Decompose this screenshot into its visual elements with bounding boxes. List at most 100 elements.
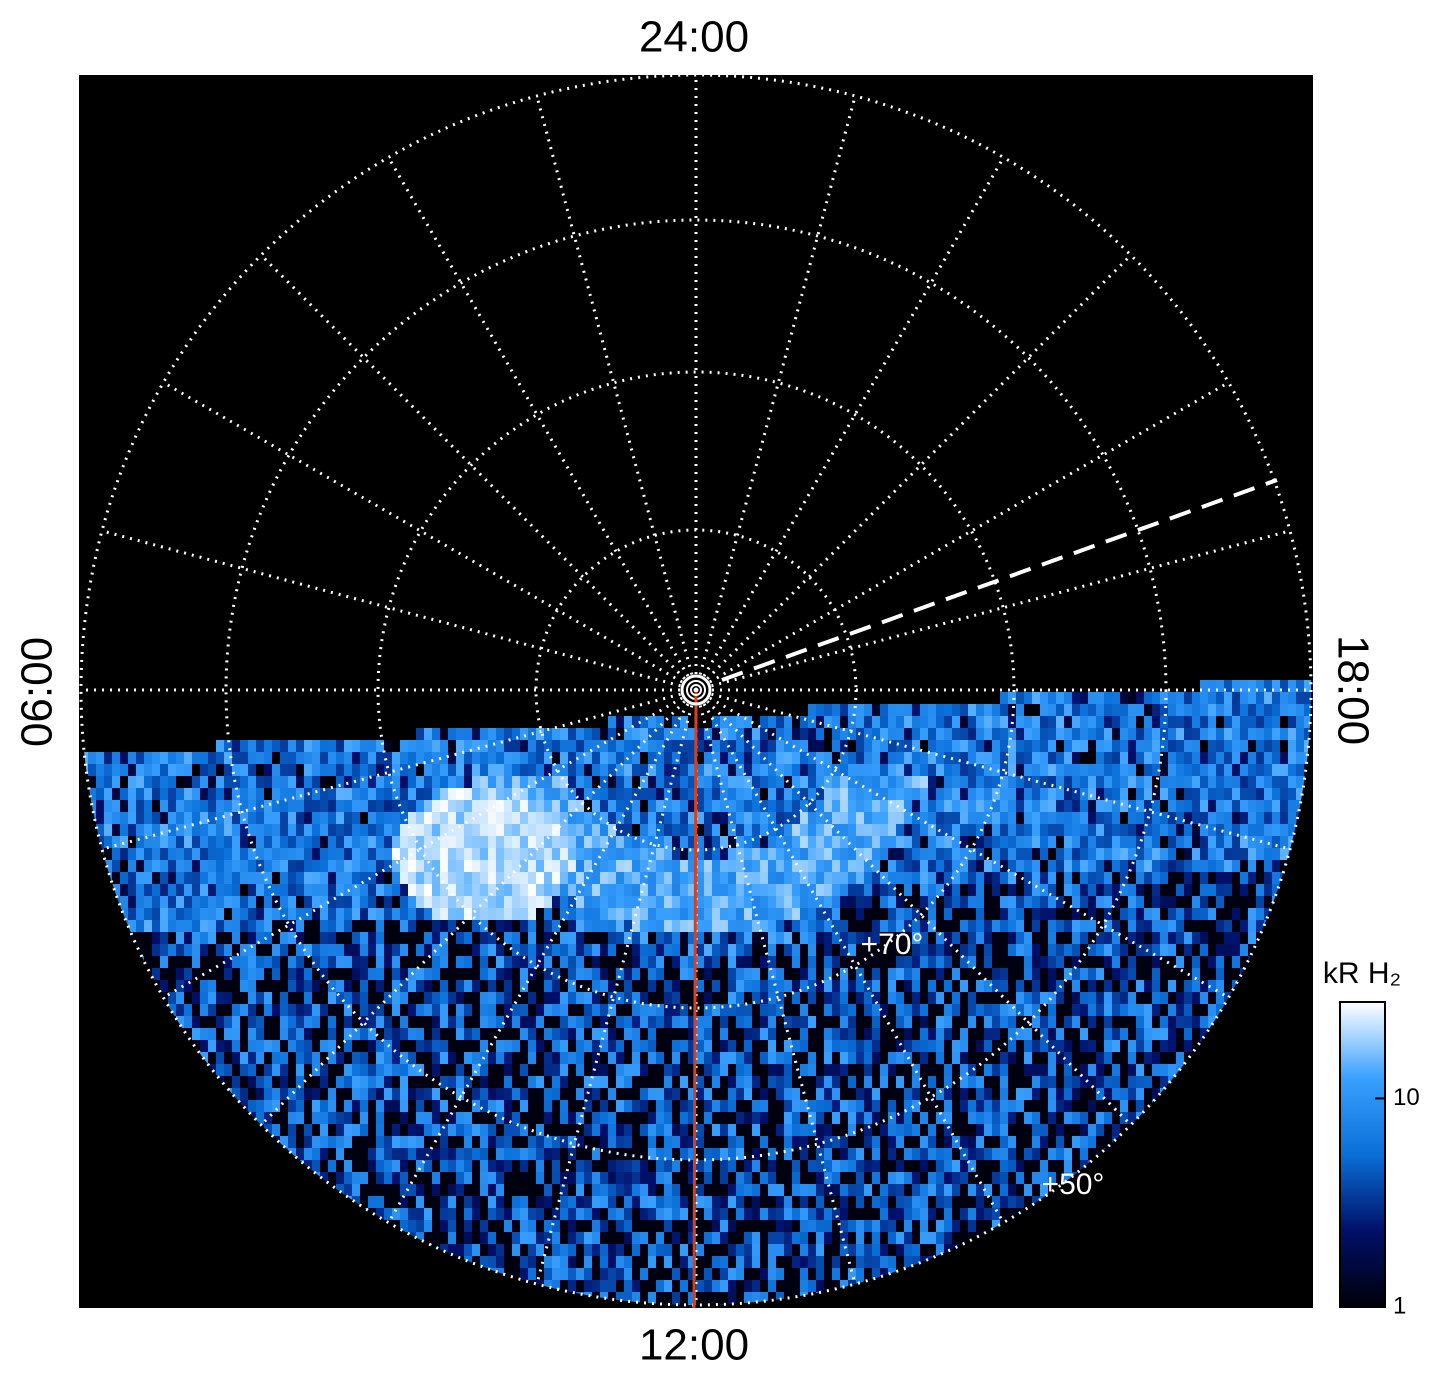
emission-pixel	[336, 1028, 344, 1040]
emission-pixel	[944, 1088, 952, 1100]
emission-pixel	[1136, 836, 1144, 858]
emission-pixel	[1256, 788, 1264, 810]
emission-pixel	[584, 1064, 592, 1076]
emission-pixel	[280, 776, 288, 798]
emission-pixel	[1064, 932, 1072, 944]
emission-pixel	[352, 788, 360, 810]
emission-pixel	[432, 1076, 440, 1088]
emission-pixel	[992, 1064, 1000, 1076]
emission-pixel	[1200, 920, 1208, 932]
emission-pixel	[736, 872, 744, 894]
emission-pixel	[424, 860, 432, 882]
emission-pixel	[680, 716, 688, 738]
emission-pixel	[160, 872, 168, 894]
emission-pixel	[904, 944, 912, 956]
emission-pixel	[640, 1112, 648, 1124]
emission-pixel	[136, 920, 144, 942]
emission-pixel	[384, 776, 392, 798]
emission-pixel	[320, 896, 328, 918]
emission-pixel	[808, 716, 816, 738]
emission-pixel	[560, 992, 568, 1004]
emission-pixel	[888, 884, 896, 896]
emission-pixel	[1224, 800, 1232, 822]
emission-pixel	[920, 776, 928, 798]
emission-pixel	[376, 908, 384, 930]
emission-pixel	[1136, 920, 1144, 932]
emission-pixel	[624, 1040, 632, 1052]
emission-pixel	[1080, 728, 1088, 750]
emission-pixel	[1104, 776, 1112, 798]
emission-pixel	[544, 1040, 552, 1052]
emission-pixel	[1168, 1040, 1176, 1052]
emission-pixel	[496, 944, 504, 956]
emission-pixel	[856, 908, 864, 920]
emission-pixel	[336, 764, 344, 786]
emission-pixel	[936, 980, 944, 992]
emission-pixel	[960, 1088, 968, 1100]
emission-pixel	[840, 1112, 848, 1124]
emission-pixel	[192, 872, 200, 894]
emission-pixel	[976, 1112, 984, 1124]
emission-pixel	[600, 776, 608, 798]
emission-pixel	[1184, 704, 1192, 726]
emission-pixel	[600, 836, 608, 858]
emission-pixel	[368, 776, 376, 798]
emission-pixel	[1200, 812, 1208, 834]
emission-pixel	[912, 1100, 920, 1112]
emission-pixel	[584, 776, 592, 798]
emission-pixel	[648, 788, 656, 810]
emission-pixel	[1200, 980, 1208, 992]
emission-pixel	[856, 1076, 864, 1088]
emission-pixel	[448, 872, 456, 894]
emission-pixel	[560, 1052, 568, 1064]
emission-pixel	[872, 920, 880, 932]
emission-pixel	[1000, 824, 1008, 846]
emission-pixel	[1240, 812, 1248, 834]
emission-pixel	[976, 980, 984, 992]
emission-pixel	[664, 716, 672, 738]
emission-pixel	[656, 1064, 664, 1076]
emission-pixel	[520, 992, 528, 1004]
emission-pixel	[832, 884, 840, 906]
emission-pixel	[1040, 1112, 1048, 1124]
emission-pixel	[664, 992, 672, 1004]
emission-pixel	[232, 944, 240, 956]
emission-pixel	[1120, 1016, 1128, 1028]
emission-pixel	[208, 776, 216, 798]
emission-pixel	[984, 776, 992, 798]
emission-pixel	[1088, 968, 1096, 980]
emission-pixel	[296, 884, 304, 906]
emission-pixel	[656, 896, 664, 918]
emission-pixel	[504, 980, 512, 992]
emission-pixel	[336, 788, 344, 810]
emission-pixel	[1232, 704, 1240, 726]
emission-pixel	[712, 968, 720, 980]
emission-pixel	[376, 1004, 384, 1016]
emission-pixel	[232, 992, 240, 1004]
emission-pixel	[760, 944, 768, 956]
emission-pixel	[248, 872, 256, 894]
emission-pixel	[384, 1124, 392, 1136]
emission-pixel	[544, 992, 552, 1004]
emission-pixel	[824, 968, 832, 980]
emission-pixel	[880, 920, 888, 932]
emission-pixel	[520, 1136, 528, 1148]
emission-pixel	[952, 992, 960, 1004]
emission-pixel	[1048, 704, 1056, 726]
emission-pixel	[768, 1016, 776, 1028]
emission-pixel	[664, 800, 672, 822]
emission-pixel	[248, 992, 256, 1004]
emission-pixel	[688, 788, 696, 810]
emission-pixel	[984, 908, 992, 920]
emission-pixel	[1192, 824, 1200, 846]
emission-pixel	[832, 1136, 840, 1148]
emission-pixel	[728, 980, 736, 992]
emission-pixel	[904, 1112, 912, 1124]
emission-pixel	[704, 776, 712, 798]
emission-pixel	[416, 1016, 424, 1028]
emission-pixel	[856, 1040, 864, 1052]
emission-pixel	[616, 1040, 624, 1052]
emission-pixel	[688, 764, 696, 786]
emission-pixel	[600, 752, 608, 774]
emission-pixel	[368, 884, 376, 906]
